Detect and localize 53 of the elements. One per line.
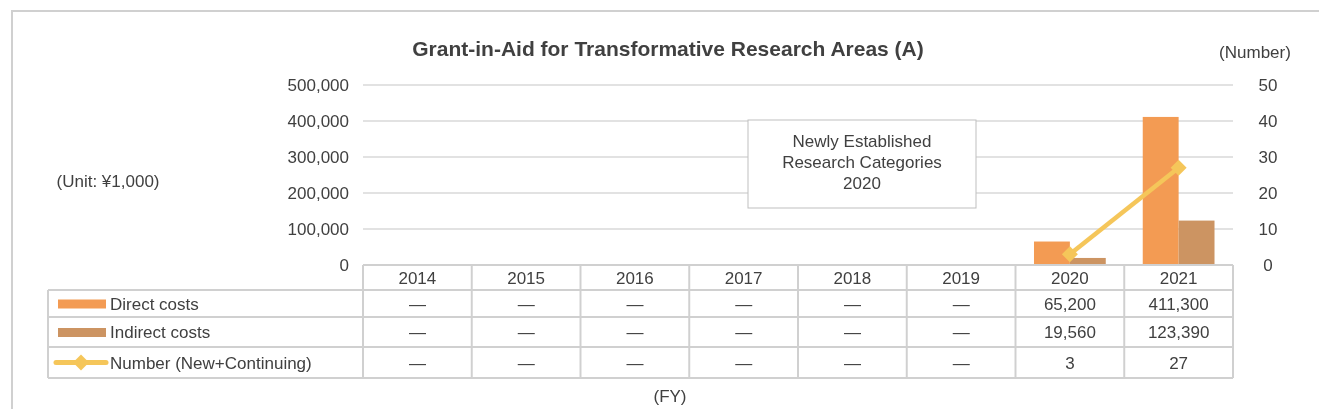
text: — [408,294,426,314]
text: — [517,294,535,314]
y-tick-label: 200,000 [287,184,349,203]
text: — [843,323,861,342]
data-label: 411,300 [1148,294,1209,314]
data-label: 27 [1169,353,1189,373]
x-tick-label: 2016 [615,269,654,288]
y-tick-label: 500,000 [287,76,349,95]
y-tick-label: 300,000 [287,148,349,167]
x-tick-label: 2014 [398,269,437,288]
text: — [952,294,970,314]
data-label: 19,560 [1043,323,1096,342]
y2-tick-label: 40 [1258,112,1278,131]
legend-label: Number (New+Continuing) [110,353,312,373]
x-tick-label: 2021 [1159,269,1198,288]
text: — [843,353,861,373]
x-tick-label: 2019 [942,269,981,288]
data-label: 65,200 [1043,294,1096,314]
y2-tick-label: 20 [1258,184,1278,203]
y2-axis-title: (Number) [1219,43,1291,62]
text: (FY) [653,387,687,406]
text: — [952,323,970,342]
y2-tick-label: 30 [1258,148,1278,167]
y-tick-label: 400,000 [287,112,349,131]
text: — [626,294,644,314]
data-label: 123,390 [1147,323,1210,342]
text: — [408,323,426,342]
text: — [952,353,970,373]
x-tick-label: 2017 [724,269,763,288]
legend-label: Direct costs [110,294,199,314]
text: — [626,353,644,373]
data-label: 3 [1065,353,1075,373]
text: — [626,323,644,342]
text: — [735,353,753,373]
x-tick-label: 2015 [507,269,546,288]
text: — [517,323,535,342]
x-tick-label: 2018 [833,269,872,288]
chart-title: Grant-in-Aid for Transformative Research Areas (A) [412,37,924,60]
x-tick-label: 2020 [1050,269,1089,288]
text: — [408,353,426,373]
text: — [735,323,753,342]
bar [1178,220,1215,265]
y-tick-label: 0 [339,256,349,275]
text: (Unit: ¥1,000) [56,172,160,191]
text: — [517,353,535,373]
y2-tick-label: 50 [1258,76,1278,95]
y-tick-label: 100,000 [287,220,349,239]
legend-label: Indirect costs [110,323,211,342]
text: — [735,294,753,314]
text: — [843,294,861,314]
y2-tick-label: 0 [1263,256,1273,275]
y2-tick-label: 10 [1258,220,1278,239]
annotation: Newly Established Research Categories 2020 [782,132,942,193]
